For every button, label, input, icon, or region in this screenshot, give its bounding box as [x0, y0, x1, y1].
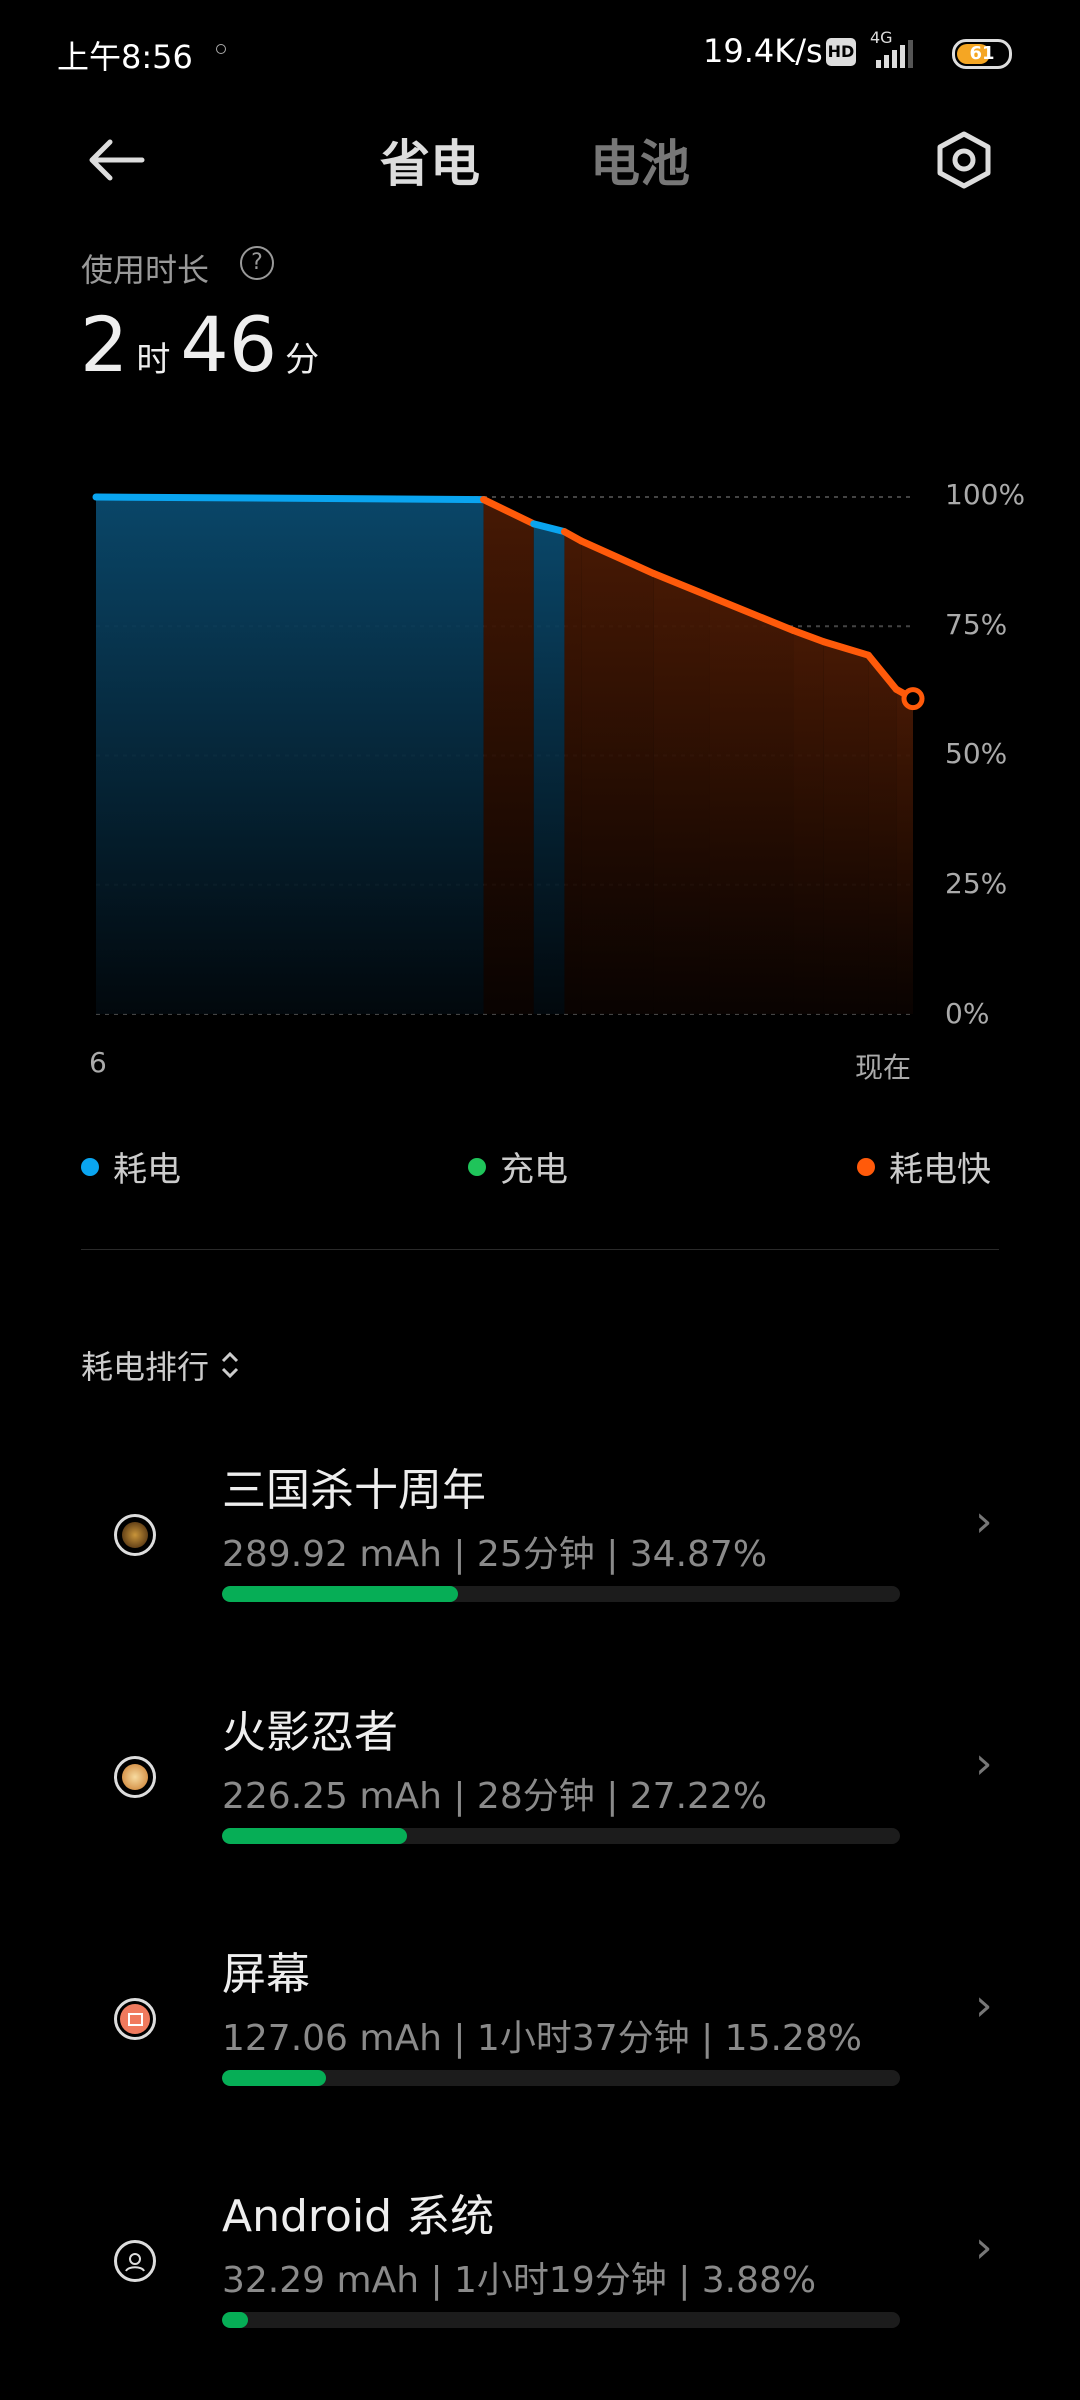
battery-chart: [92, 493, 925, 1015]
area-segment: [868, 655, 897, 1014]
item-name: 屏幕: [222, 1949, 310, 2000]
usage-minutes: 46: [180, 300, 278, 389]
usage-minutes-unit: 分: [285, 340, 320, 380]
item-name: 火影忍者: [222, 1707, 398, 1758]
gear-icon: [937, 131, 991, 189]
area-segment: [709, 596, 794, 1014]
legend-label: 充电: [500, 1150, 568, 1190]
notification-icon: [216, 44, 226, 54]
usage-bar-fill: [222, 1586, 459, 1602]
current-point-marker: [901, 687, 925, 711]
usage-duration: 2 时 46 分: [80, 300, 319, 389]
x-tick-label: 现在: [855, 1051, 912, 1084]
y-tick-label: 100%: [945, 478, 1026, 511]
tab-battery[interactable]: 电池: [590, 135, 690, 193]
hd-icon: HD: [826, 38, 856, 66]
area-segment: [823, 641, 869, 1014]
signal-icon: [876, 40, 913, 68]
area-segment: [564, 531, 582, 1014]
usage-label: 使用时长: [81, 251, 210, 289]
legend-label: 耗电: [113, 1150, 181, 1190]
chevron-right-icon: ›: [975, 1738, 993, 1789]
item-detail: 226.25 mAh | 28分钟 | 27.22%: [222, 1776, 768, 1817]
usage-bar-fill: [222, 1828, 407, 1844]
area-segment: [653, 573, 710, 1014]
battery-level: 61: [969, 43, 995, 64]
area-segment: [483, 499, 534, 1015]
item-detail: 127.06 mAh | 1小时37分钟 | 15.28%: [222, 2018, 862, 2059]
list-item[interactable]: Android 系统 32.29 mAh | 1小时19分钟 | 3.88% ›: [0, 2158, 1080, 2358]
line-segment: [92, 493, 488, 504]
usage-bar: [222, 1828, 900, 1844]
y-tick-label: 0%: [945, 997, 990, 1030]
divider: [81, 1249, 999, 1250]
ranking-title: 耗电排行: [81, 1348, 210, 1386]
chevron-right-icon: ›: [975, 1980, 993, 2031]
naruto-app-icon: [114, 1756, 156, 1798]
y-tick-label: 50%: [945, 737, 1008, 770]
line-segment: [577, 537, 658, 578]
legend-fast-discharge: 耗电快: [857, 1142, 991, 1191]
android-system-icon: [114, 2240, 156, 2282]
usage-bar: [222, 2312, 900, 2328]
network-type: 4G: [870, 28, 893, 47]
tab-power-saving[interactable]: 省电: [380, 135, 480, 193]
area-segment: [581, 540, 654, 1014]
sanguosha-app-icon: [114, 1514, 156, 1556]
x-tick-label: 6: [89, 1046, 107, 1079]
screen-icon: [114, 1998, 156, 2040]
area-segment: [896, 689, 913, 1014]
line-segment: [530, 520, 568, 536]
legend-label: 耗电快: [889, 1150, 991, 1190]
usage-bar: [222, 1586, 900, 1602]
legend-charge: 充电: [468, 1142, 568, 1191]
back-arrow-icon: [89, 139, 145, 181]
settings-button[interactable]: [936, 130, 992, 190]
usage-hours: 2: [80, 300, 129, 389]
list-item[interactable]: 屏幕 127.06 mAh | 1小时37分钟 | 15.28% ›: [0, 1916, 1080, 2116]
usage-bar-fill: [222, 2312, 249, 2328]
usage-bar: [222, 2070, 900, 2086]
list-item[interactable]: 火影忍者 226.25 mAh | 28分钟 | 27.22% ›: [0, 1674, 1080, 1874]
line-segment: [705, 592, 797, 634]
net-speed: 19.4K/s: [703, 32, 823, 70]
line-segment: [864, 651, 900, 693]
area-segment: [533, 523, 565, 1014]
legend-discharge: 耗电: [81, 1142, 181, 1191]
back-button[interactable]: [86, 130, 146, 190]
chevron-right-icon: ›: [975, 1496, 993, 1547]
line-segment: [789, 626, 828, 646]
line-segment: [820, 638, 872, 659]
legend-dot: [81, 1157, 99, 1176]
item-name: 三国杀十周年: [222, 1465, 486, 1516]
ranking-sort-button[interactable]: 耗电排行: [81, 1342, 241, 1388]
legend-dot: [468, 1157, 486, 1176]
item-detail: 289.92 mAh | 25分钟 | 34.87%: [222, 1534, 768, 1575]
y-tick-label: 75%: [945, 608, 1008, 641]
help-icon[interactable]: ?: [240, 246, 274, 280]
line-segment: [650, 570, 713, 600]
sort-icon: [221, 1351, 239, 1379]
legend-dot: [857, 1157, 875, 1176]
status-time: 上午8:56: [57, 38, 193, 76]
list-item[interactable]: 三国杀十周年 289.92 mAh | 25分钟 | 34.87% ›: [0, 1432, 1080, 1632]
battery-icon: 61: [952, 39, 1012, 69]
line-segment: [480, 496, 538, 528]
area-segment: [793, 630, 824, 1014]
usage-bar-fill: [222, 2070, 326, 2086]
item-name: Android 系统: [222, 2191, 495, 2242]
y-tick-label: 25%: [945, 867, 1008, 900]
chevron-right-icon: ›: [975, 2222, 993, 2273]
usage-hours-unit: 时: [136, 340, 171, 380]
item-detail: 32.29 mAh | 1小时19分钟 | 3.88%: [222, 2260, 817, 2301]
area-segment: [96, 497, 484, 1014]
